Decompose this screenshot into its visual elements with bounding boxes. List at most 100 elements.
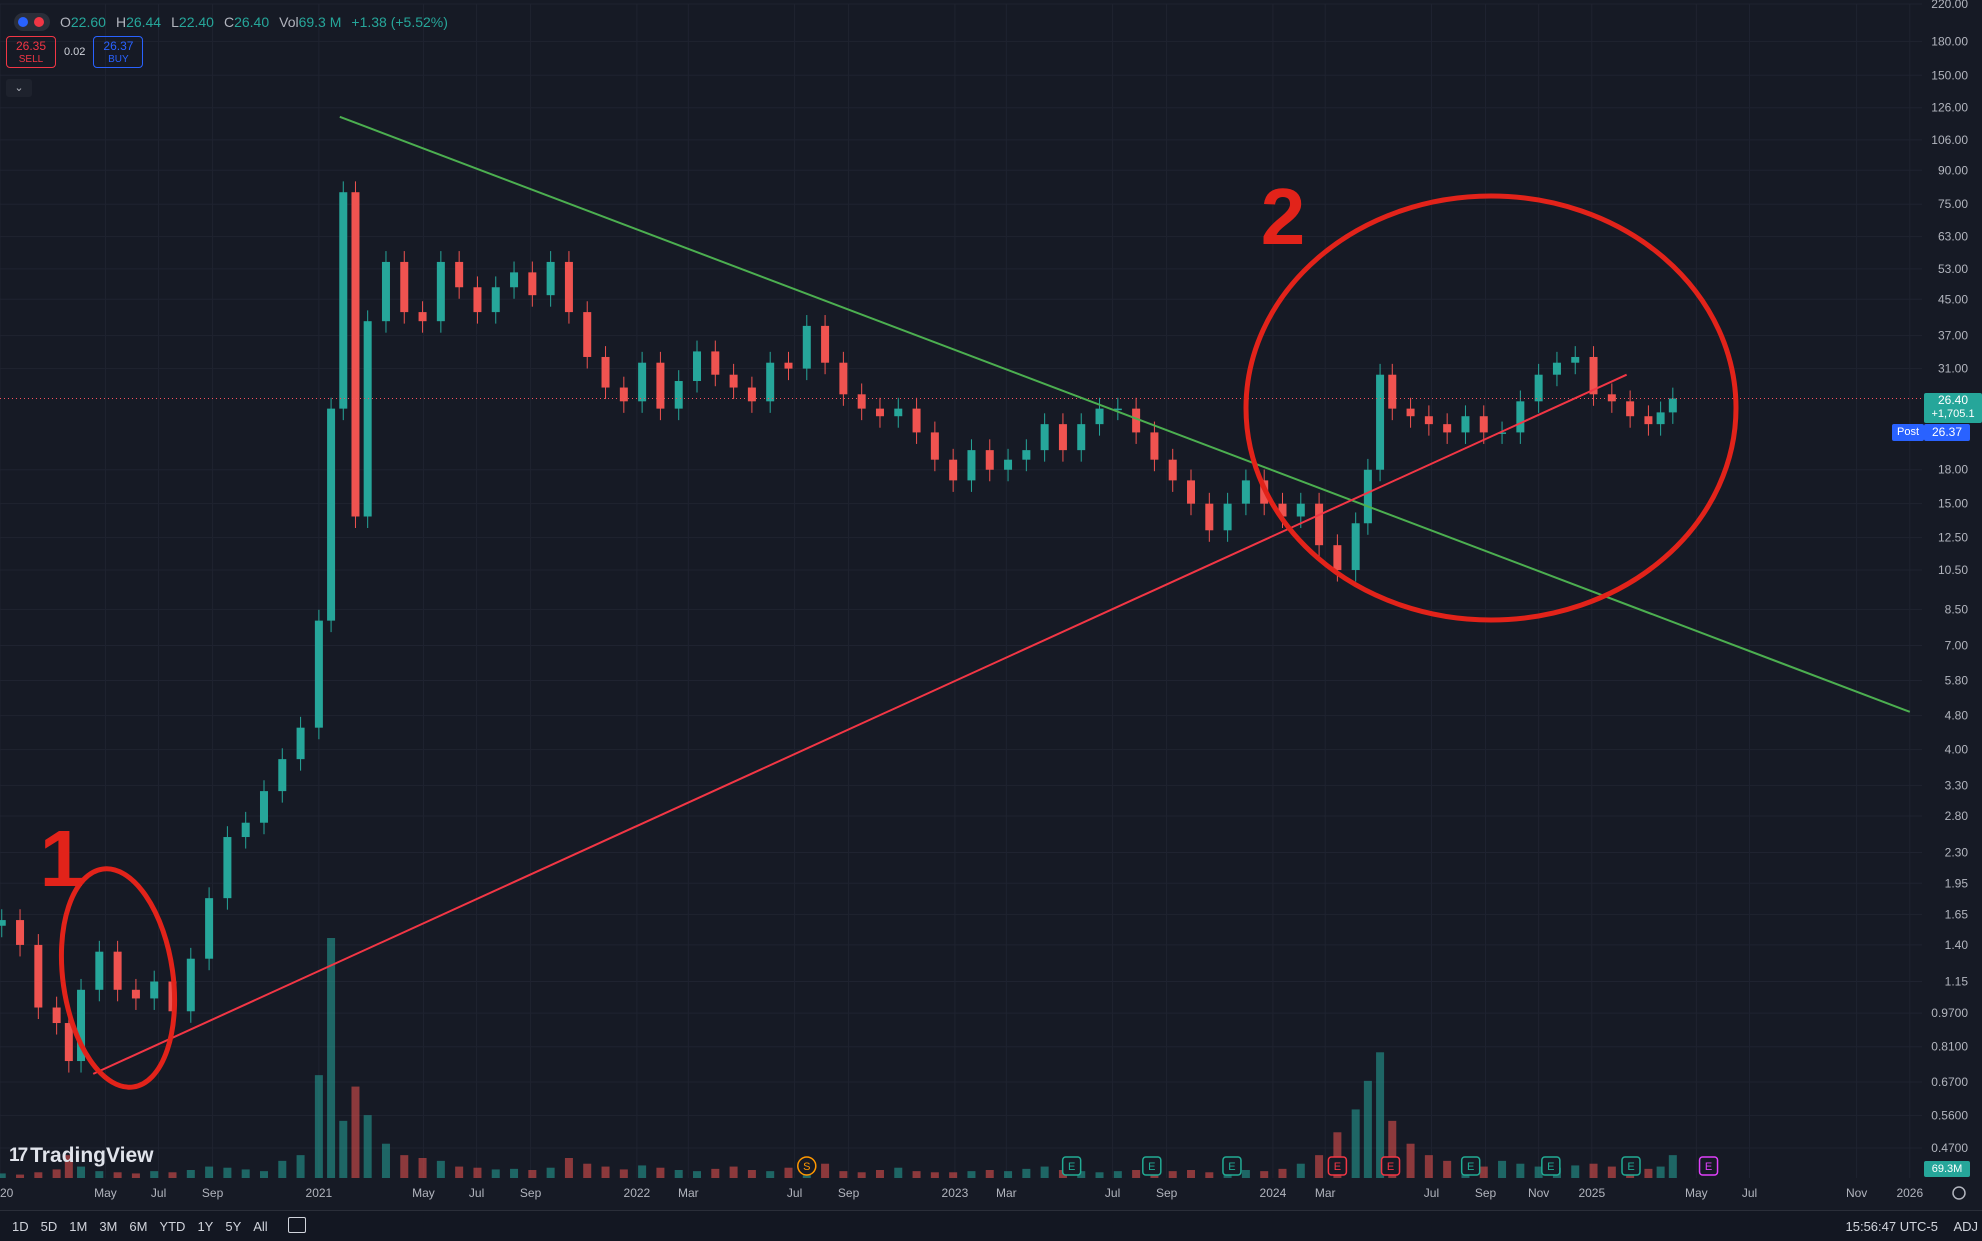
post-price-tag: 26.37 <box>1924 424 1970 441</box>
volume-bar <box>528 1170 537 1178</box>
volume-bar <box>967 1171 976 1178</box>
volume-bar <box>1376 1052 1385 1178</box>
candle-body <box>1168 459 1177 481</box>
range-button-all[interactable]: All <box>253 1219 268 1234</box>
volume-bar <box>1351 1109 1360 1178</box>
event-marker-glyph: E <box>1068 1161 1075 1173</box>
earnings-marker-icon <box>1698 1156 1719 1176</box>
circle-annotation-1 <box>58 866 178 1090</box>
candle-body <box>1589 356 1598 395</box>
annotation-label-1: 1 <box>40 814 85 903</box>
y-tick-label: 90.00 <box>1938 163 1968 177</box>
circle-annotation-2 <box>1243 193 1739 623</box>
x-tick-label: 2020 <box>0 1186 14 1200</box>
candle-body <box>619 387 628 402</box>
y-tick-label: 1.65 <box>1945 907 1969 921</box>
candle-body <box>912 408 921 433</box>
y-tick-label: 4.00 <box>1945 743 1969 757</box>
volume-bar <box>34 1172 43 1178</box>
calendar-icon[interactable] <box>288 1217 306 1233</box>
settings-gear-icon[interactable] <box>1952 1186 1966 1200</box>
candle-body <box>1187 480 1196 504</box>
symbol-icon[interactable] <box>14 13 50 31</box>
x-tick-label: 2022 <box>624 1186 651 1200</box>
low-value: 22.40 <box>178 14 214 30</box>
x-tick-label: Jul <box>151 1186 166 1200</box>
close-label: C <box>223 14 235 30</box>
range-button-5d[interactable]: 5D <box>40 1219 58 1234</box>
sell-button[interactable]: 26.35 SELL <box>6 36 56 68</box>
event-marker-glyph: E <box>1467 1161 1474 1173</box>
logo-text: TradingView <box>30 1144 154 1167</box>
volume-bar <box>1589 1163 1598 1178</box>
y-tick-label: 0.5600 <box>1931 1108 1968 1122</box>
range-button-3m[interactable]: 3M <box>99 1219 118 1234</box>
logo-mark: 17 <box>9 1145 28 1166</box>
volume-bar <box>1241 1170 1250 1178</box>
range-button-1m[interactable]: 1M <box>69 1219 88 1234</box>
volume-bar <box>64 1155 73 1178</box>
adj-toggle[interactable]: ADJ <box>1953 1219 1978 1234</box>
y-tick-label: 2.30 <box>1945 846 1969 860</box>
candle-body <box>564 261 573 313</box>
x-tick-label: Sep <box>520 1186 542 1200</box>
candle-body <box>1571 356 1580 363</box>
post-label: Post <box>1892 424 1924 441</box>
candle-body <box>510 272 519 288</box>
candle-body <box>1607 394 1616 402</box>
y-tick-label: 3.30 <box>1945 778 1969 792</box>
candle-body <box>1376 374 1385 470</box>
volume-bar <box>930 1172 939 1178</box>
earnings-marker-icon <box>1460 1156 1481 1176</box>
collapse-chevron-icon[interactable]: ⌄ <box>6 79 32 97</box>
volume-bar <box>1296 1163 1305 1178</box>
earnings-marker-icon <box>1621 1156 1641 1176</box>
volume-bar <box>1388 1120 1397 1178</box>
volume-bar <box>894 1167 903 1178</box>
volume-bar <box>0 1173 6 1178</box>
volume-bar <box>95 1171 104 1178</box>
candle-body <box>400 261 409 313</box>
candle-body <box>1077 424 1086 451</box>
candle-body <box>875 408 884 417</box>
buy-label: BUY <box>108 54 129 65</box>
buy-button[interactable]: 26.37 BUY <box>93 36 144 68</box>
candle-body <box>674 381 683 409</box>
volume-bar <box>1656 1166 1665 1178</box>
volume-bar <box>473 1167 482 1178</box>
candle-body <box>1626 401 1635 417</box>
candle-body <box>491 287 500 313</box>
volume-bar <box>546 1167 555 1178</box>
y-tick-label: 1.15 <box>1945 975 1969 989</box>
tradingview-logo[interactable]: 17 TradingView <box>9 1144 153 1168</box>
volume-tag: 69.3M <box>1924 1161 1970 1177</box>
candle-body <box>601 356 610 388</box>
candle-body <box>1022 450 1031 460</box>
y-tick-label: 180.00 <box>1931 34 1968 48</box>
x-tick-label: 2024 <box>1260 1186 1287 1200</box>
range-button-1d[interactable]: 1D <box>12 1219 29 1234</box>
y-tick-label: 0.8100 <box>1931 1040 1968 1054</box>
candle-body <box>296 727 305 760</box>
range-button-6m[interactable]: 6M <box>129 1219 148 1234</box>
volume-bar <box>1004 1171 1013 1178</box>
range-button-1y[interactable]: 1Y <box>197 1219 214 1234</box>
x-tick-label: 2023 <box>942 1186 969 1200</box>
candle-body <box>1004 459 1013 470</box>
candle-body <box>839 362 848 395</box>
volume-bar <box>1534 1166 1543 1178</box>
candle-body <box>241 822 250 838</box>
spread-value: 0.02 <box>64 46 86 58</box>
volume-bar <box>314 1075 323 1178</box>
range-button-ytd[interactable]: YTD <box>159 1219 186 1234</box>
candle-body <box>711 351 720 375</box>
candle-body <box>967 450 976 481</box>
x-tick-label: Mar <box>1315 1186 1336 1200</box>
range-button-5y[interactable]: 5Y <box>225 1219 242 1234</box>
event-marker-glyph: E <box>1334 1161 1341 1173</box>
open-label: O <box>60 14 71 30</box>
candle-body <box>113 951 122 990</box>
candle-body <box>351 192 360 517</box>
x-tick-label: May <box>94 1186 117 1200</box>
